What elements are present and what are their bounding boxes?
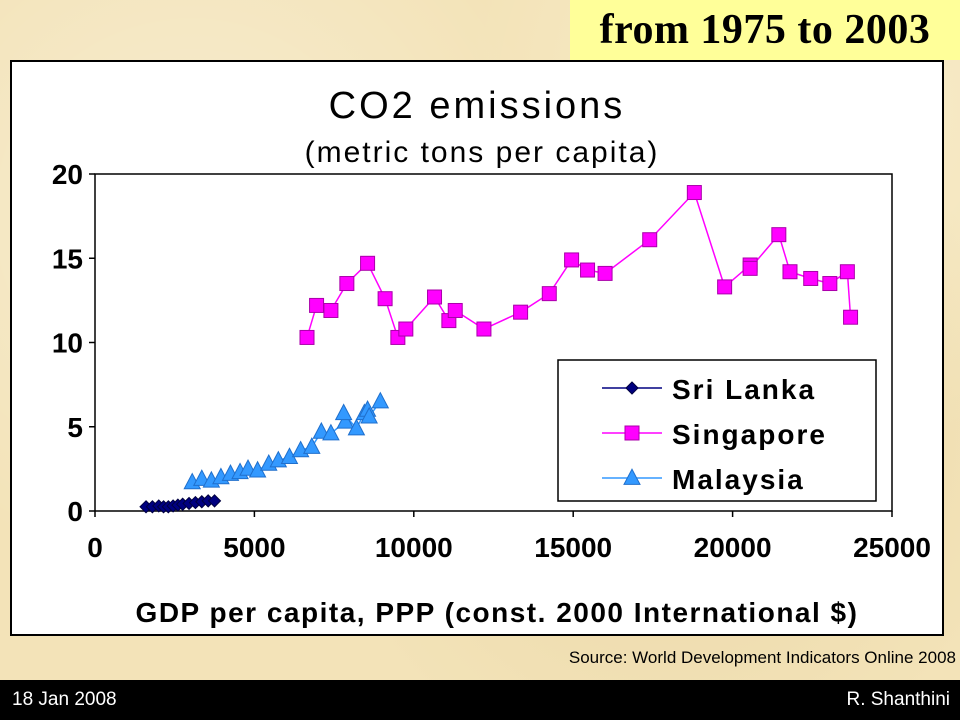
data-point-singapore [742, 260, 758, 276]
data-point-malaysia [322, 423, 340, 441]
footer-date: 18 Jan 2008 [12, 689, 117, 710]
data-point-singapore [427, 289, 443, 305]
series-line-singapore [306, 191, 852, 339]
data-point-singapore [642, 232, 658, 248]
data-point-singapore [843, 309, 859, 325]
data-point-singapore [564, 252, 580, 268]
y-tick-label: 15 [52, 243, 83, 274]
data-point-singapore [513, 304, 529, 320]
data-point-singapore [398, 321, 414, 337]
footer-author: R. Shanthini [846, 689, 950, 710]
x-tick-label: 20000 [694, 532, 772, 563]
data-point-sri-lanka [207, 494, 222, 508]
slide-headline: from 1975 to 2003 [570, 0, 960, 60]
y-tick-label: 20 [52, 159, 83, 190]
data-point-singapore [580, 262, 596, 278]
chart-subtitle: (metric tons per capita) [305, 136, 660, 169]
data-point-malaysia [347, 418, 366, 436]
data-point-singapore [323, 302, 339, 318]
x-tick-label: 0 [87, 532, 103, 563]
data-point-singapore [822, 276, 838, 292]
x-tick-label: 10000 [375, 532, 453, 563]
data-point-singapore [476, 321, 492, 337]
footer-bar: 18 Jan 2008 R. Shanthini [0, 680, 960, 720]
y-tick-label: 0 [67, 496, 83, 527]
data-point-malaysia [336, 411, 355, 429]
data-point-singapore [782, 264, 798, 280]
data-point-singapore [597, 265, 613, 281]
source-note: Source: World Development Indicators Onl… [568, 648, 956, 667]
chart-title: CO2 emissions [329, 85, 626, 127]
data-point-singapore [360, 255, 376, 271]
scatter-chart: CO2 emissions (metric tons per capita) 0 5 1… [52, 85, 931, 628]
legend-label: Singapore [672, 419, 827, 450]
data-point-malaysia [360, 406, 378, 424]
data-point-singapore [839, 264, 855, 280]
data-point-malaysia [334, 403, 353, 421]
y-tick-label: 10 [52, 328, 83, 359]
data-point-singapore [717, 279, 733, 295]
data-point-malaysia [371, 391, 390, 409]
data-point-singapore [447, 302, 463, 318]
data-point-singapore [803, 270, 819, 286]
x-tick-label: 15000 [534, 532, 612, 563]
data-point-singapore [309, 297, 325, 313]
legend-marker [625, 381, 639, 395]
legend-marker [624, 425, 640, 441]
data-point-singapore [299, 329, 315, 345]
data-point-singapore [339, 276, 355, 292]
chart-area: CO2 emissions (metric tons per capita) 0 5 1… [10, 60, 944, 636]
data-point-singapore [377, 291, 393, 307]
data-point-singapore [771, 227, 787, 243]
y-tick-label: 5 [67, 412, 83, 443]
data-point-malaysia [302, 437, 321, 454]
data-point-singapore [686, 185, 702, 201]
x-axis-label: GDP per capita, PPP (const. 2000 Interna… [136, 597, 859, 628]
legend-marker [623, 468, 641, 485]
legend-label: Sri Lanka [672, 374, 816, 405]
legend-label: Malaysia [672, 464, 805, 495]
data-point-singapore [541, 286, 557, 302]
x-tick-label: 25000 [853, 532, 931, 563]
x-tick-label: 5000 [223, 532, 285, 563]
